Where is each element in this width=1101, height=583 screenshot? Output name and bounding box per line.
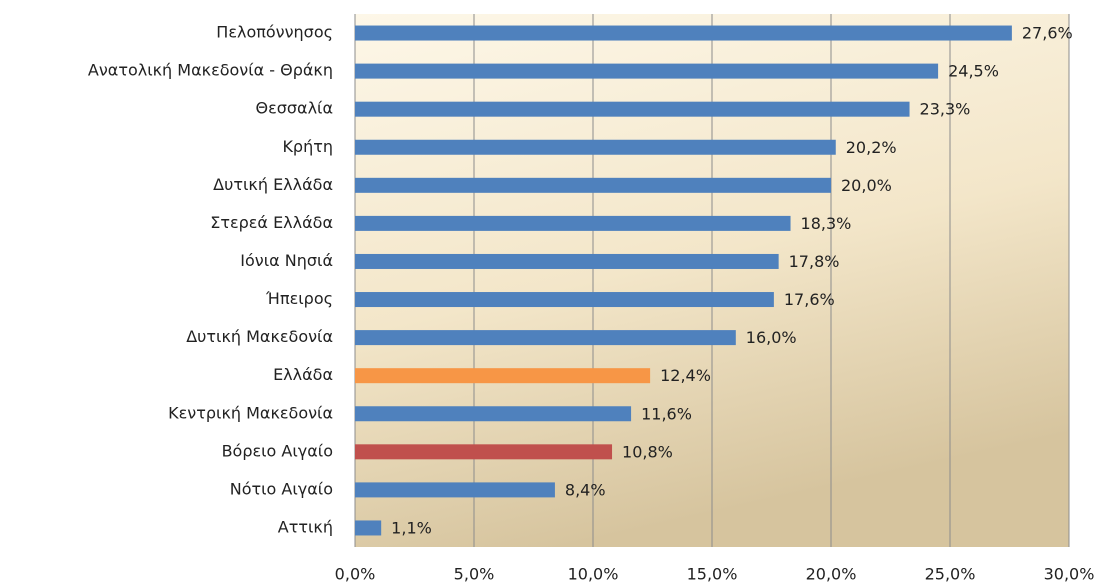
y-tick-label: Δυτική Ελλάδα — [213, 175, 333, 194]
x-tick-label: 15,0% — [687, 565, 738, 583]
bar — [355, 482, 555, 498]
bar — [355, 330, 736, 346]
bar — [355, 253, 779, 269]
y-tick-label: Ήπειρος — [265, 289, 333, 308]
value-label: 16,0% — [746, 328, 797, 347]
bar — [355, 406, 632, 422]
value-label: 27,6% — [1022, 24, 1073, 43]
bar — [355, 215, 791, 231]
y-tick-label: Ελλάδα — [273, 365, 333, 384]
y-tick-label: Θεσσαλία — [256, 99, 334, 118]
y-tick-label: Βόρειο Αιγαίο — [222, 441, 333, 460]
bar — [355, 368, 651, 384]
value-label: 20,0% — [841, 176, 892, 195]
bar — [355, 292, 774, 308]
value-label: 1,1% — [391, 518, 432, 537]
bar — [355, 63, 939, 79]
bar — [355, 444, 613, 460]
y-tick-label: Δυτική Μακεδονία — [186, 327, 333, 346]
value-label: 24,5% — [948, 62, 999, 81]
value-label: 18,3% — [801, 214, 852, 233]
value-label: 17,6% — [784, 290, 835, 309]
y-tick-label: Αττική — [278, 517, 333, 536]
y-tick-label: Ανατολική Μακεδονία - Θράκη — [88, 61, 333, 80]
x-tick-label: 0,0% — [335, 565, 376, 583]
value-label: 20,2% — [846, 138, 897, 157]
bar — [355, 25, 1012, 41]
y-tick-label: Πελοπόννησος — [216, 23, 333, 42]
x-tick-label: 25,0% — [925, 565, 976, 583]
bar — [355, 520, 382, 536]
value-label: 11,6% — [641, 404, 692, 423]
value-label: 12,4% — [660, 366, 711, 385]
value-label: 8,4% — [565, 480, 606, 499]
x-tick-label: 10,0% — [568, 565, 619, 583]
x-tick-label: 20,0% — [806, 565, 857, 583]
bar — [355, 139, 836, 155]
x-tick-label: 5,0% — [454, 565, 495, 583]
y-tick-label: Νότιο Αιγαίο — [230, 479, 333, 498]
bar — [355, 101, 910, 117]
y-tick-label: Κρήτη — [282, 137, 333, 156]
y-tick-label: Ιόνια Νησιά — [240, 251, 333, 270]
value-label: 17,8% — [789, 252, 840, 271]
y-tick-label: Στερεά Ελλάδα — [210, 213, 333, 232]
value-label: 23,3% — [920, 100, 971, 119]
y-tick-label: Κεντρική Μακεδονία — [168, 403, 333, 422]
x-tick-label: 30,0% — [1044, 565, 1095, 583]
bar — [355, 177, 831, 193]
value-label: 10,8% — [622, 442, 673, 461]
